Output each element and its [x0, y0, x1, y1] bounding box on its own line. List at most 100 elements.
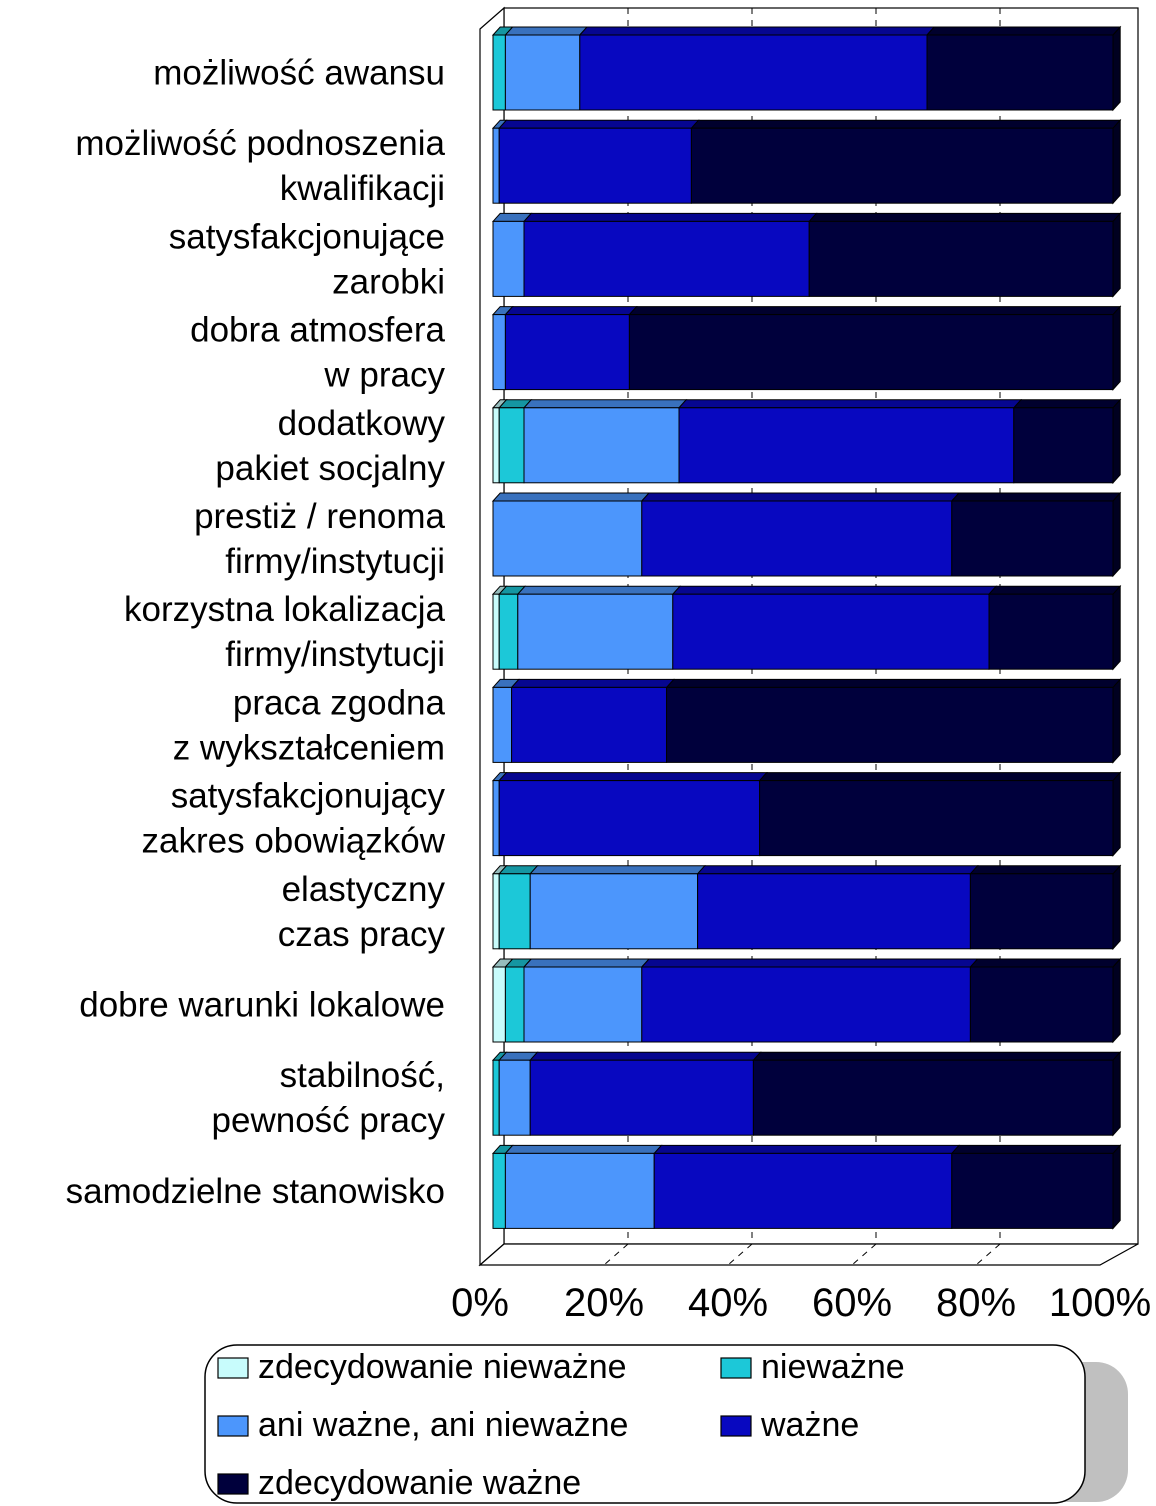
bar-segment — [493, 1060, 499, 1135]
category-label-line: w pracy — [323, 356, 445, 395]
bar-segment — [698, 874, 971, 949]
bar-segment-top — [970, 959, 1120, 967]
bar-segment — [952, 1153, 1113, 1228]
bar-segment-top — [530, 866, 705, 874]
bar-segment-top — [505, 307, 636, 315]
bar-segment-top — [505, 1145, 661, 1153]
category-label-line: zarobki — [332, 262, 445, 301]
bar-segment — [499, 408, 524, 483]
bar-segment-top — [524, 213, 816, 221]
bar-segment-top — [760, 773, 1121, 781]
bar-segment — [493, 315, 505, 390]
legend: zdecydowanie nieważne nieważne ani ważne, … — [205, 1345, 1128, 1503]
bar-segment-top — [679, 400, 1021, 408]
bar-end-face — [1113, 1145, 1120, 1228]
bar-segment-top — [970, 866, 1120, 874]
bar-end-face — [1113, 27, 1120, 110]
category-label-line: satysfakcjonujące — [169, 217, 445, 256]
category-labels: możliwość awansu możliwość podnoszenia kwa… — [66, 54, 446, 1211]
bar-segment-top — [952, 1145, 1120, 1153]
bar-segment — [1014, 408, 1113, 483]
bar-end-face — [1113, 586, 1120, 669]
bar-segment — [524, 408, 679, 483]
bar-segment — [493, 128, 499, 203]
bar-segment-top — [698, 866, 978, 874]
category-label-line: dobre warunki lokalowe — [79, 986, 445, 1025]
x-tick-label: 20% — [564, 1281, 644, 1325]
bar-segment — [493, 221, 524, 296]
category-label-line: możliwość awansu — [153, 54, 445, 93]
bar-segment — [524, 221, 809, 296]
bar-segment — [505, 315, 629, 390]
bar-segment-top — [499, 120, 698, 128]
category-label-line: z wykształceniem — [173, 728, 445, 767]
bar-segment — [499, 1060, 530, 1135]
category-label-line: zakres obowiązków — [142, 822, 446, 861]
category-label-line: możliwość podnoszenia — [75, 124, 445, 163]
category-label: praca zgodna z wykształceniem — [173, 683, 446, 767]
bar-segment-top — [505, 27, 587, 35]
bar-segment-top — [493, 493, 649, 501]
legend-label: zdecydowanie nieważne — [258, 1348, 627, 1386]
category-label: stabilność, pewność pracy — [212, 1056, 446, 1140]
x-tick-label: 100% — [1049, 1281, 1151, 1325]
bar-segment-top — [809, 213, 1120, 221]
bar-end-face — [1113, 120, 1120, 203]
category-label: satysfakcjonujący zakres obowiązków — [142, 777, 446, 861]
bar-segment — [642, 501, 952, 576]
bar-segment — [505, 1153, 654, 1228]
bar-segment — [493, 1153, 505, 1228]
bar-segment-top — [952, 493, 1120, 501]
category-label-line: korzystna lokalizacja — [124, 590, 445, 629]
bar-segment — [673, 594, 989, 669]
bar-segment-top — [642, 959, 978, 967]
bar-segment — [505, 35, 579, 110]
bar-segment — [530, 1060, 753, 1135]
bar-end-face — [1113, 679, 1120, 762]
x-tick-label: 0% — [451, 1281, 509, 1325]
x-tick-label: 80% — [936, 1281, 1016, 1325]
category-label-line: firmy/instytucji — [225, 542, 445, 581]
category-label-line: firmy/instytucji — [225, 635, 445, 674]
bar-segment-top — [512, 679, 674, 687]
bar-segment — [499, 781, 759, 856]
bar-segment-top — [530, 1052, 760, 1060]
legend-label: nieważne — [761, 1348, 905, 1386]
legend-label: ważne — [760, 1406, 859, 1444]
bar-segment — [970, 874, 1113, 949]
bar-segment — [493, 501, 642, 576]
bar-segment — [970, 967, 1113, 1042]
bar-segment-top — [524, 400, 686, 408]
x-tick-label: 60% — [812, 1281, 892, 1325]
bar-end-face — [1113, 400, 1120, 483]
bar-segment — [952, 501, 1113, 576]
bar-segment-top — [753, 1052, 1120, 1060]
bar-segment — [629, 315, 1113, 390]
legend-swatch — [218, 1416, 248, 1436]
category-label-line: prestiż / renoma — [194, 497, 445, 536]
x-tick-label: 40% — [688, 1281, 768, 1325]
category-label-line: satysfakcjonujący — [171, 777, 446, 816]
bar-segment-top — [667, 679, 1121, 687]
bar-segment-top — [654, 1145, 959, 1153]
category-label-line: pewność pracy — [212, 1101, 446, 1140]
bar-segment — [493, 687, 512, 762]
category-label-line: praca zgodna — [233, 683, 446, 722]
bar-segment-top — [518, 586, 680, 594]
bar-segment — [667, 687, 1113, 762]
category-label-line: elastyczny — [282, 870, 446, 909]
category-label: prestiż / renoma firmy/instytucji — [194, 497, 445, 581]
category-label: możliwość awansu — [153, 54, 445, 93]
category-label-line: samodzielne stanowisko — [66, 1172, 445, 1211]
category-label: możliwość podnoszenia kwalifikacji — [75, 124, 445, 208]
bar-segment — [691, 128, 1113, 203]
bar-segment — [753, 1060, 1113, 1135]
bar-segment — [499, 874, 530, 949]
bar-segment-top — [1014, 400, 1120, 408]
bar-segment — [512, 687, 667, 762]
category-label: satysfakcjonujące zarobki — [169, 217, 445, 301]
bar-segment-top — [524, 959, 649, 967]
bar-segment — [642, 967, 971, 1042]
bar-segment — [493, 874, 499, 949]
